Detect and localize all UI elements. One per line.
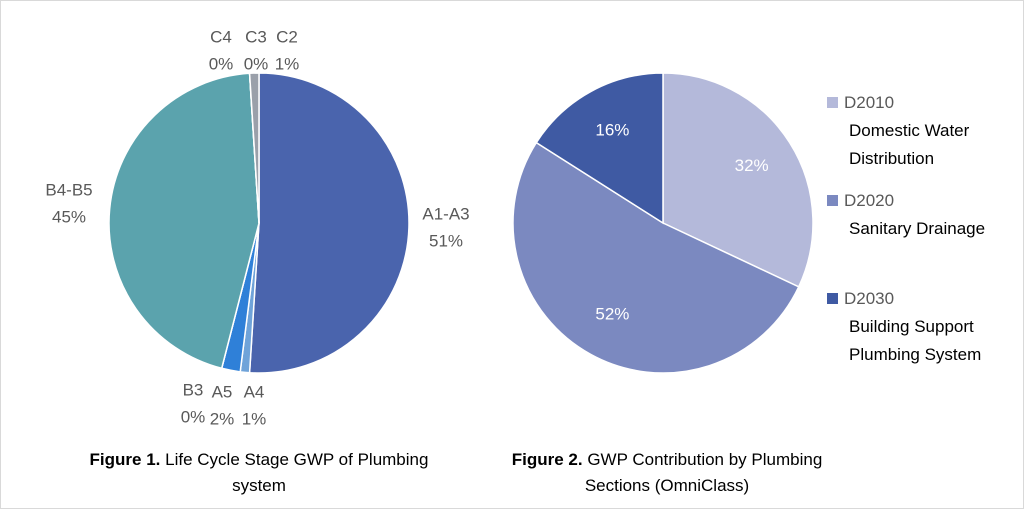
legend-description: Building Support Plumbing System [849,317,982,364]
slice-category-label: B3 [183,380,204,399]
legend-label: D2010 [844,93,895,112]
caption-label: Figure 1. [89,450,161,469]
legend-item: D2020 Sanitary Drainage [827,187,1012,243]
legend-swatch [827,195,838,206]
slice-value-label: 1% [242,409,267,428]
slice-value-label: 0% [181,407,206,426]
slice-category-label: C4 [210,27,232,46]
slice-value-label: 0% [244,54,269,73]
slice-value-label: 16% [595,120,629,139]
legend-description: Domestic Water Distribution [849,121,970,168]
slice-value-label: 0% [209,54,234,73]
slice-value-label: 52% [595,304,629,323]
slice-category-label: B4-B5 [45,180,92,199]
slice-category-label: A1-A3 [422,204,469,223]
pie-slice [535,72,664,225]
slice-value-label: 32% [735,156,769,175]
slice-value-label: 45% [52,207,86,226]
pie-slice [512,141,800,374]
caption-1: Figure 1. Life Cycle Stage GWP of Plumbi… [89,447,429,499]
legend-item: D2030 Building Support Plumbing System [827,285,1012,369]
legend-item: D2010 Domestic Water Distribution [827,89,1012,173]
caption-text: Life Cycle Stage GWP of Plumbing system [165,450,429,495]
pie-slice [662,72,814,288]
pie-slice [248,72,260,224]
caption-2: Figure 2. GWP Contribution by Plumbing S… [497,447,837,499]
slice-category-label: A4 [244,382,265,401]
legend-description: Sanitary Drainage [849,219,986,238]
legend-label: D2020 [844,191,895,210]
slice-value-label: 2% [210,409,235,428]
legend-swatch [827,97,838,108]
legend-label: D2030 [844,289,895,308]
slice-category-label: C2 [276,27,298,46]
slice-category-label: A5 [212,382,233,401]
pie-slice [108,72,260,370]
slice-value-label: 1% [275,54,300,73]
slice-category-label: C3 [245,27,267,46]
legend-swatch [827,293,838,304]
caption-label: Figure 2. [511,450,583,469]
pie-slice [248,72,410,374]
slice-value-label: 51% [429,231,463,250]
caption-text: GWP Contribution by Plumbing Sections (O… [584,450,823,495]
